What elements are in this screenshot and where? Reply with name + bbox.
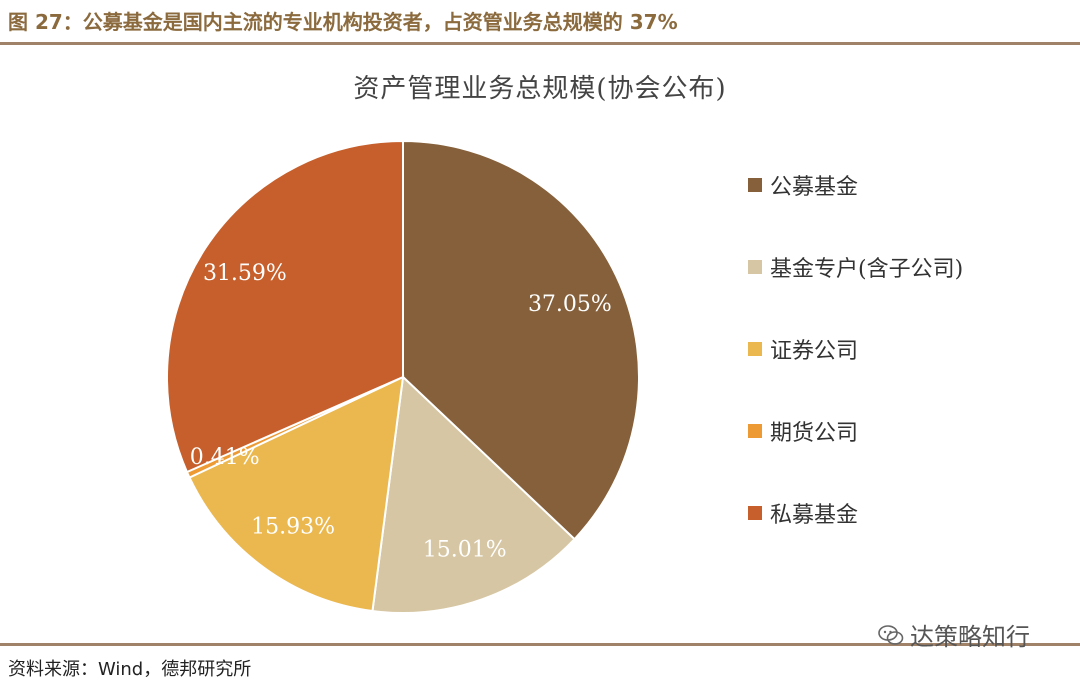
legend-item-public-fund: 公募基金 <box>748 168 963 202</box>
pie-data-label: 15.01% <box>423 537 507 562</box>
pie-data-label: 0.41% <box>190 445 260 470</box>
legend-label: 私募基金 <box>770 503 859 528</box>
legend-swatch <box>748 342 762 356</box>
top-divider <box>0 42 1080 45</box>
legend-label: 公募基金 <box>770 175 859 200</box>
legend-item-futures: 期货公司 <box>748 414 963 448</box>
legend-label: 基金专户(含子公司) <box>770 257 964 282</box>
legend-item-private-fund: 私募基金 <box>748 496 963 530</box>
pie-data-label: 37.05% <box>528 292 612 317</box>
wechat-icon <box>878 624 904 645</box>
figure-title: 图 27：公募基金是国内主流的专业机构投资者，占资管业务总规模的 37% <box>8 10 678 34</box>
source-note: 资料来源：Wind，德邦研究所 <box>8 659 252 680</box>
pie-slice <box>166 139 404 474</box>
legend-swatch <box>748 178 762 192</box>
legend-label: 证券公司 <box>770 339 859 364</box>
legend-item-securities: 证券公司 <box>748 332 963 366</box>
legend-swatch <box>748 424 762 438</box>
legend-swatch <box>748 506 762 520</box>
legend-swatch <box>748 260 762 274</box>
watermark-text: 达策略知行 <box>910 623 1030 651</box>
pie-data-label: 31.59% <box>203 261 287 286</box>
legend: 公募基金 基金专户(含子公司) 证券公司 期货公司 私募基金 <box>748 168 963 578</box>
legend-label: 期货公司 <box>770 421 859 446</box>
legend-item-fund-special-account: 基金专户(含子公司) <box>748 250 963 284</box>
chart-title: 资产管理业务总规模(协会公布) <box>353 74 727 104</box>
watermark: 达策略知行 <box>878 617 1030 652</box>
pie-slice <box>402 139 640 541</box>
pie-slice <box>188 375 405 613</box>
pie-slice <box>371 374 576 614</box>
bottom-divider <box>0 643 1080 646</box>
pie-data-label: 15.93% <box>251 515 335 540</box>
